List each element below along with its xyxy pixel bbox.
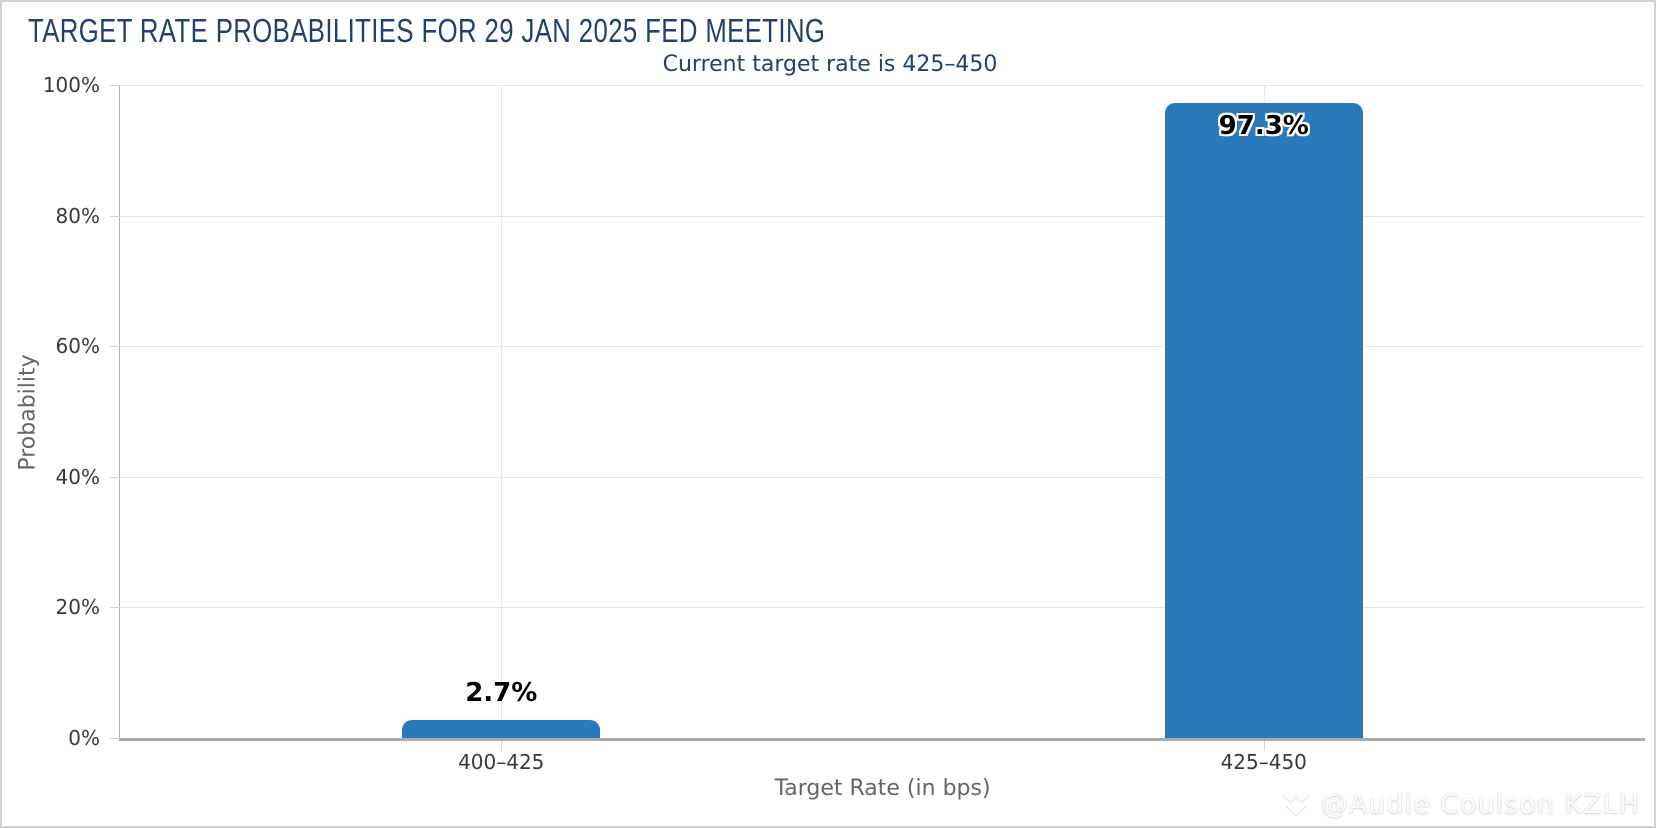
y-axis-title: Probability — [15, 354, 41, 471]
x-tick-label: 400–425 — [458, 750, 545, 774]
y-gridline — [120, 476, 1645, 478]
bar-400–425[interactable] — [402, 720, 601, 738]
bar-value-label: 97.3% — [1218, 110, 1309, 141]
y-tick-mark — [110, 346, 120, 348]
y-tick-mark — [110, 607, 120, 609]
x-tick-mark — [1263, 741, 1265, 751]
x-tick-mark — [501, 741, 503, 751]
watermark: @Audie Coulson KZLH — [1279, 787, 1640, 821]
chart-title: TARGET RATE PROBABILITIES FOR 29 JAN 202… — [28, 12, 826, 49]
y-tick-mark — [110, 738, 120, 739]
chevron-diamond-icon — [1279, 787, 1313, 821]
y-gridline — [120, 85, 1645, 86]
chart-subtitle: Current target rate is 425–450 — [662, 52, 998, 77]
bar-425–450[interactable] — [1164, 102, 1363, 738]
y-gridline — [120, 607, 1645, 609]
y-gridline — [120, 346, 1645, 348]
y-gridline — [120, 215, 1645, 217]
y-tick-label: 80% — [55, 203, 100, 228]
x-axis-line — [119, 738, 1645, 741]
y-tick-mark — [110, 85, 120, 86]
x-tick-label: 425–450 — [1220, 750, 1307, 774]
watermark-text: @Audie Coulson KZLH — [1320, 788, 1640, 820]
category-gridline — [501, 85, 503, 738]
plot-area: 2.7% 97.3% — [120, 85, 1645, 738]
y-tick-label: 20% — [55, 595, 100, 620]
x-axis-title: Target Rate (in bps) — [774, 776, 991, 801]
y-tick-mark — [110, 215, 120, 217]
bar-value-label: 2.7% — [465, 678, 538, 709]
y-tick-mark — [110, 476, 120, 478]
y-tick-label: 100% — [42, 73, 100, 97]
y-tick-label: 40% — [55, 464, 100, 489]
y-axis-line — [119, 85, 120, 738]
y-tick-label: 60% — [55, 334, 100, 359]
y-tick-label: 0% — [68, 726, 100, 750]
